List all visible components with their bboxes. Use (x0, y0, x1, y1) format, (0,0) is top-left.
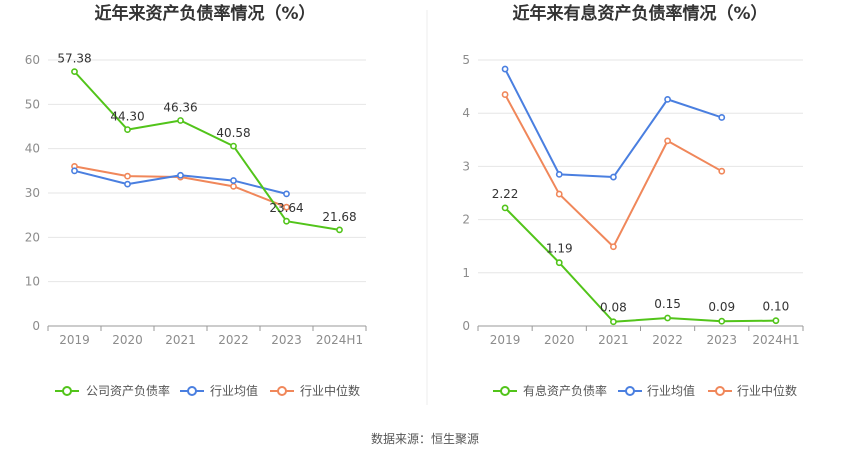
legend-swatch-marker (625, 386, 635, 396)
legend-label: 公司资产负债率 (86, 383, 170, 398)
chart-panel-2: 近年来有息资产负债率情况（%） 0 1 2 3 4 5 2019 2020 2021 2022 202… (462, 3, 804, 398)
legend-item-3: 行业中位数 (270, 383, 360, 398)
data-point (124, 126, 131, 134)
x-tick-label: 2021 (165, 333, 196, 347)
data-point (664, 95, 671, 103)
data-point (336, 226, 343, 234)
data-point (71, 68, 78, 76)
data-label: 40.58 (216, 126, 250, 140)
data-label: 0.15 (654, 297, 681, 311)
data-label: 57.38 (57, 52, 91, 66)
data-point (555, 259, 563, 267)
data-point (283, 190, 290, 198)
series-line-3 (504, 94, 723, 248)
chart-title: 近年来资产负债率情况（%） (94, 3, 315, 24)
data-label: 0.08 (600, 301, 627, 315)
x-tick-label: 2023 (706, 333, 737, 347)
legend-item-1: 公司资产负债率 (55, 383, 170, 398)
y-tick-label: 10 (25, 275, 40, 289)
data-point (230, 142, 237, 150)
legend-item-3: 行业中位数 (708, 383, 797, 398)
y-tick-label: 2 (462, 213, 470, 227)
data-point (124, 180, 131, 188)
chart-title: 近年来有息资产负债率情况（%） (512, 3, 767, 24)
legend-item-1: 有息资产负债率 (493, 383, 607, 398)
data-point (610, 173, 617, 181)
data-label: 0.10 (763, 300, 790, 314)
y-tick-label: 30 (25, 186, 40, 200)
data-point (664, 314, 671, 322)
data-label: 2.22 (492, 187, 519, 201)
data-point (501, 204, 509, 212)
data-label: 23.64 (269, 201, 303, 215)
data-label: 21.68 (322, 210, 356, 224)
data-point (718, 167, 726, 175)
data-point (501, 65, 509, 73)
data-point (177, 117, 184, 124)
data-point (664, 137, 671, 145)
data-point (772, 317, 780, 325)
data-point (555, 170, 563, 178)
x-tick-label: 2024H1 (752, 333, 799, 347)
chart-panel-1: 近年来资产负债率情况（%） 0 10 20 30 40 50 60 2019 2020 2021 20… (25, 3, 367, 398)
data-label: 0.09 (708, 300, 735, 314)
legend-label: 有息资产负债率 (523, 383, 607, 398)
legend-swatch-marker (277, 386, 287, 396)
y-tick-label: 0 (462, 319, 470, 333)
y-tick-label: 20 (25, 230, 40, 244)
y-tick-label: 60 (25, 53, 40, 67)
y-tick-label: 40 (25, 142, 40, 156)
x-tick-label: 2022 (652, 333, 683, 347)
legend-label: 行业均值 (210, 383, 258, 398)
data-point (283, 203, 290, 211)
data-label: 46.36 (163, 100, 197, 114)
data-point (610, 243, 617, 251)
y-tick-label: 3 (462, 159, 470, 173)
x-tick-label: 2024H1 (316, 333, 363, 347)
data-point (124, 172, 131, 180)
data-point (718, 317, 726, 325)
legend-label: 行业中位数 (737, 383, 797, 398)
data-label: 44.30 (110, 110, 144, 124)
x-tick-label: 2022 (218, 333, 249, 347)
data-point (610, 318, 617, 326)
data-point (71, 167, 78, 175)
x-tick-label: 2019 (59, 333, 90, 347)
y-tick-label: 1 (462, 266, 470, 280)
data-label: 1.19 (546, 242, 573, 256)
x-tick-label: 2023 (271, 333, 302, 347)
data-point (555, 190, 563, 198)
data-point (501, 91, 509, 98)
legend-label: 行业均值 (647, 383, 695, 398)
data-point (230, 177, 237, 184)
legend-swatch-marker (187, 386, 197, 396)
series-line-1 (73, 70, 340, 231)
legend-label: 行业中位数 (300, 383, 360, 398)
x-tick-label: 2021 (598, 333, 629, 347)
series-line-1 (504, 207, 776, 323)
y-tick-label: 4 (462, 106, 470, 120)
series-line-2 (504, 68, 723, 179)
data-source-note: 数据来源：恒生聚源 (371, 431, 479, 446)
y-tick-label: 0 (32, 319, 40, 333)
legend-swatch-marker (715, 386, 725, 396)
x-tick-label: 2019 (490, 333, 521, 347)
data-point (230, 182, 237, 190)
y-tick-label: 50 (25, 97, 40, 111)
data-point (718, 114, 726, 121)
x-tick-label: 2020 (544, 333, 575, 347)
legend-swatch-marker (62, 386, 72, 396)
legend-item-2: 行业均值 (180, 383, 258, 398)
data-point (177, 171, 184, 179)
data-point (283, 217, 290, 225)
legend-item-2: 行业均值 (618, 383, 695, 398)
x-tick-label: 2020 (112, 333, 143, 347)
legend-swatch-marker (500, 386, 510, 396)
y-tick-label: 5 (462, 53, 470, 67)
